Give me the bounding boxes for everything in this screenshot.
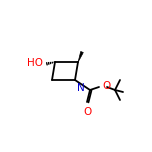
Text: N: N bbox=[77, 83, 85, 93]
Text: O: O bbox=[83, 107, 91, 117]
Text: HO: HO bbox=[27, 58, 43, 68]
Text: O: O bbox=[102, 81, 110, 91]
Polygon shape bbox=[78, 52, 83, 62]
